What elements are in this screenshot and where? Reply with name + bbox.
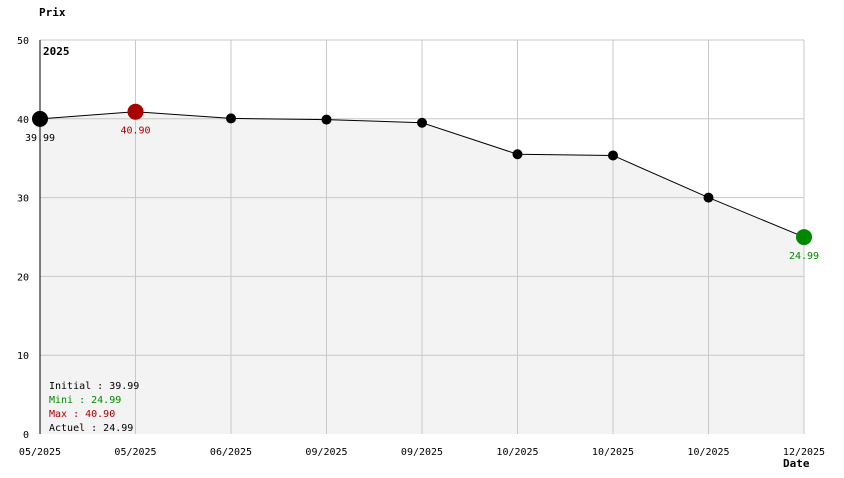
legend-max: Max : 40.90 — [49, 409, 115, 420]
y-tick-label: 40 — [17, 115, 29, 126]
max-point-label: 40.90 — [120, 126, 150, 137]
data-points-layer — [32, 103, 812, 246]
summary-legend: Initial : 39.99 Mini : 24.99 Max : 40.90… — [49, 381, 139, 434]
year-label: 2025 — [43, 45, 70, 58]
x-tick-label: 09/2025 — [305, 447, 347, 458]
initial-point-label: 39.99 — [25, 133, 55, 144]
x-axis-title: Date — [783, 457, 810, 470]
x-tick-label: 06/2025 — [210, 447, 252, 458]
x-tick-label: 09/2025 — [401, 447, 443, 458]
max-point — [127, 103, 144, 120]
data-point — [608, 150, 618, 161]
y-axis-title: Prix — [39, 6, 66, 19]
x-tick-label: 10/2025 — [592, 447, 634, 458]
x-tick-label: 05/2025 — [114, 447, 156, 458]
axis-layer: 0 10 20 30 40 50 05/2025 05/2025 06/2025 09/2025 0… — [17, 36, 825, 458]
data-point — [512, 149, 523, 160]
data-point — [226, 113, 236, 124]
min-point — [796, 229, 812, 246]
legend-mini: Mini : 24.99 — [49, 395, 121, 406]
min-point-label: 24.99 — [789, 251, 819, 262]
data-point — [321, 114, 332, 125]
data-point — [417, 117, 427, 128]
x-tick-label: 12/2025 — [783, 447, 825, 458]
legend-actuel: Actuel : 24.99 — [49, 423, 133, 434]
x-tick-label: 10/2025 — [496, 447, 538, 458]
labels-layer: Prix Date 2025 39.99 40.90 24.99 — [25, 6, 819, 470]
y-tick-label: 20 — [17, 272, 29, 283]
y-tick-label: 10 — [17, 351, 29, 362]
x-tick-label: 05/2025 — [19, 447, 61, 458]
legend-initial: Initial : 39.99 — [49, 381, 139, 392]
y-tick-label: 30 — [17, 194, 29, 205]
data-point — [703, 192, 714, 203]
y-tick-label: 0 — [23, 430, 29, 441]
initial-point — [32, 110, 48, 127]
x-tick-label: 10/2025 — [687, 447, 729, 458]
y-tick-label: 50 — [17, 36, 29, 47]
